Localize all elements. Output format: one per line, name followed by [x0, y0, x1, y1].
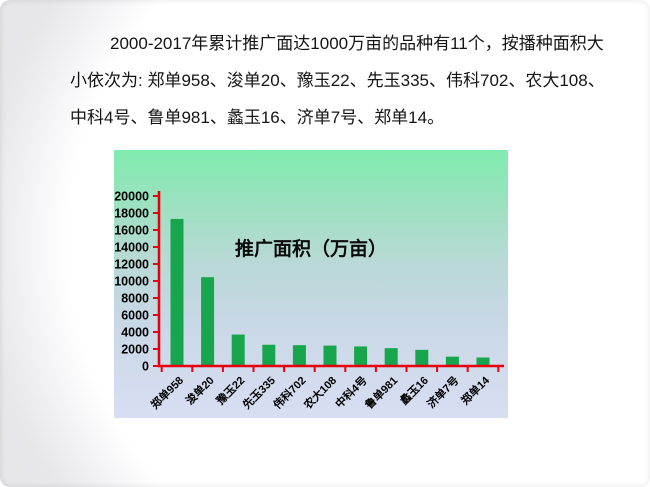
y-axis-label: 0: [142, 360, 149, 374]
y-axis-label: 6000: [121, 309, 149, 323]
bar-郑单14: [476, 357, 490, 366]
bar-郑单958: [170, 218, 184, 366]
bar-鲁单981: [384, 348, 398, 366]
y-axis-label: 8000: [121, 292, 149, 306]
bar-伟科702: [292, 345, 306, 366]
x-axis-label: 鲁单981: [362, 373, 400, 411]
x-axis-label: 郑单14: [458, 373, 493, 408]
chart-title: 推广面积（万亩）: [234, 239, 387, 260]
x-axis-label: 先玉335: [239, 373, 277, 411]
promotion-area-chart: 0 2000 4000 6000 8000 10000 12000 14000 16000 180…: [114, 150, 508, 418]
y-axis-label: 18000: [114, 207, 149, 221]
x-axis-label: 济单7号: [424, 373, 462, 411]
y-axis-label: 12000: [114, 258, 149, 272]
y-axis-label: 4000: [121, 326, 149, 340]
x-axis-label: 伟科702: [270, 373, 308, 411]
intro-line-1: 2000-2017年累计推广面达1000万亩的品种有11个，按播种面积大: [110, 34, 604, 53]
bar-中科4号: [354, 346, 368, 366]
bar-农大108: [323, 345, 337, 366]
bar-济单7号: [445, 356, 459, 366]
bar-先玉335: [262, 344, 276, 366]
y-axis-label: 10000: [114, 275, 149, 289]
y-axis-label: 2000: [121, 343, 149, 357]
bar-蠡玉16: [415, 349, 429, 366]
x-axis-label: 浚单20: [183, 373, 217, 407]
bar-豫玉22: [231, 334, 245, 366]
bar-chart-canvas: 0 2000 4000 6000 8000 10000 12000 14000 16000 180…: [114, 190, 504, 412]
y-axis-label: 20000: [114, 190, 149, 204]
intro-line-3: 中科4号、鲁单981、蠡玉16、济单7号、郑单14。: [70, 108, 445, 127]
y-axis-label: 16000: [114, 224, 149, 238]
intro-text: 2000-2017年累计推广面达1000万亩的品种有11个，按播种面积大 小依次…: [70, 25, 605, 136]
x-axis-label: 郑单958: [148, 373, 186, 411]
bar-浚单20: [201, 277, 215, 366]
x-axis-label: 农大108: [300, 373, 339, 412]
intro-line-2: 小依次为: 郑单958、浚单20、豫玉22、先玉335、伟科702、农大108、: [70, 71, 605, 90]
y-axis-label: 14000: [114, 241, 149, 255]
